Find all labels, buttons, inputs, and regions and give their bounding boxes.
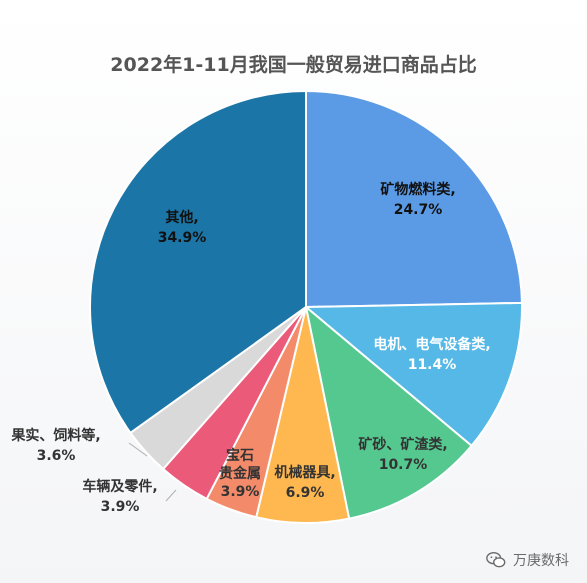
slice-label: 宝石贵金属 3.9%	[219, 447, 261, 500]
pie-slice	[304, 304, 473, 520]
slice-label-line: 3.9%	[101, 499, 140, 515]
slice-label-line: 3.9%	[221, 484, 260, 500]
chart-title: 2022年1-11月我国一般贸易进口商品占比	[110, 54, 477, 76]
slice-label: 矿砂、矿渣类, 10.7%	[358, 436, 447, 473]
slice-label-line: 10.7%	[379, 457, 428, 473]
slice-label-line: 其他,	[165, 209, 198, 226]
slice-labels: 矿物燃料类, 24.7% 电机、电气设备类, 11.4% 矿砂、矿渣类, 10.7% 机械器…	[10, 181, 490, 515]
slice-label: 矿物燃料类, 24.7%	[380, 181, 455, 218]
slice-label-line: 3.6%	[37, 448, 76, 464]
slice-label: 其他, 34.9%	[158, 209, 207, 246]
slice-label: 电机、电气设备类, 11.4%	[373, 336, 490, 373]
slice-label: 机械器具, 6.9%	[274, 464, 335, 501]
slice-label-line: 果实、饲料等,	[10, 427, 100, 444]
slice-label-line: 机械器具,	[274, 464, 335, 481]
wechat-icon	[486, 551, 506, 568]
pie-slice	[305, 89, 523, 309]
pie-slice	[303, 301, 523, 448]
slice-label-line: 34.9%	[158, 230, 207, 246]
slice-label-line: 车辆及零件,	[82, 478, 157, 495]
slice-label-line: 电机、电气设备类,	[373, 336, 490, 353]
watermark-text: 万庚数科	[513, 553, 569, 569]
slice-label: 果实、饲料等, 3.6%	[10, 427, 100, 464]
leader-line	[165, 489, 177, 502]
leader-line	[128, 442, 148, 457]
slice-label-line: 矿砂、矿渣类,	[358, 436, 447, 453]
slice-label-line: 24.7%	[394, 202, 443, 218]
slice-label-line: 11.4%	[408, 357, 457, 373]
pie-slice	[89, 89, 307, 435]
slice-label-line: 6.9%	[286, 485, 325, 501]
watermark: 万庚数科	[485, 549, 569, 571]
pie-slices	[89, 89, 523, 524]
slice-label-line: 贵金属	[219, 465, 261, 482]
slice-label-line: 矿物燃料类,	[380, 181, 455, 198]
slice-label: 车辆及零件, 3.9%	[82, 478, 157, 515]
slice-label-line: 宝石	[226, 447, 254, 464]
